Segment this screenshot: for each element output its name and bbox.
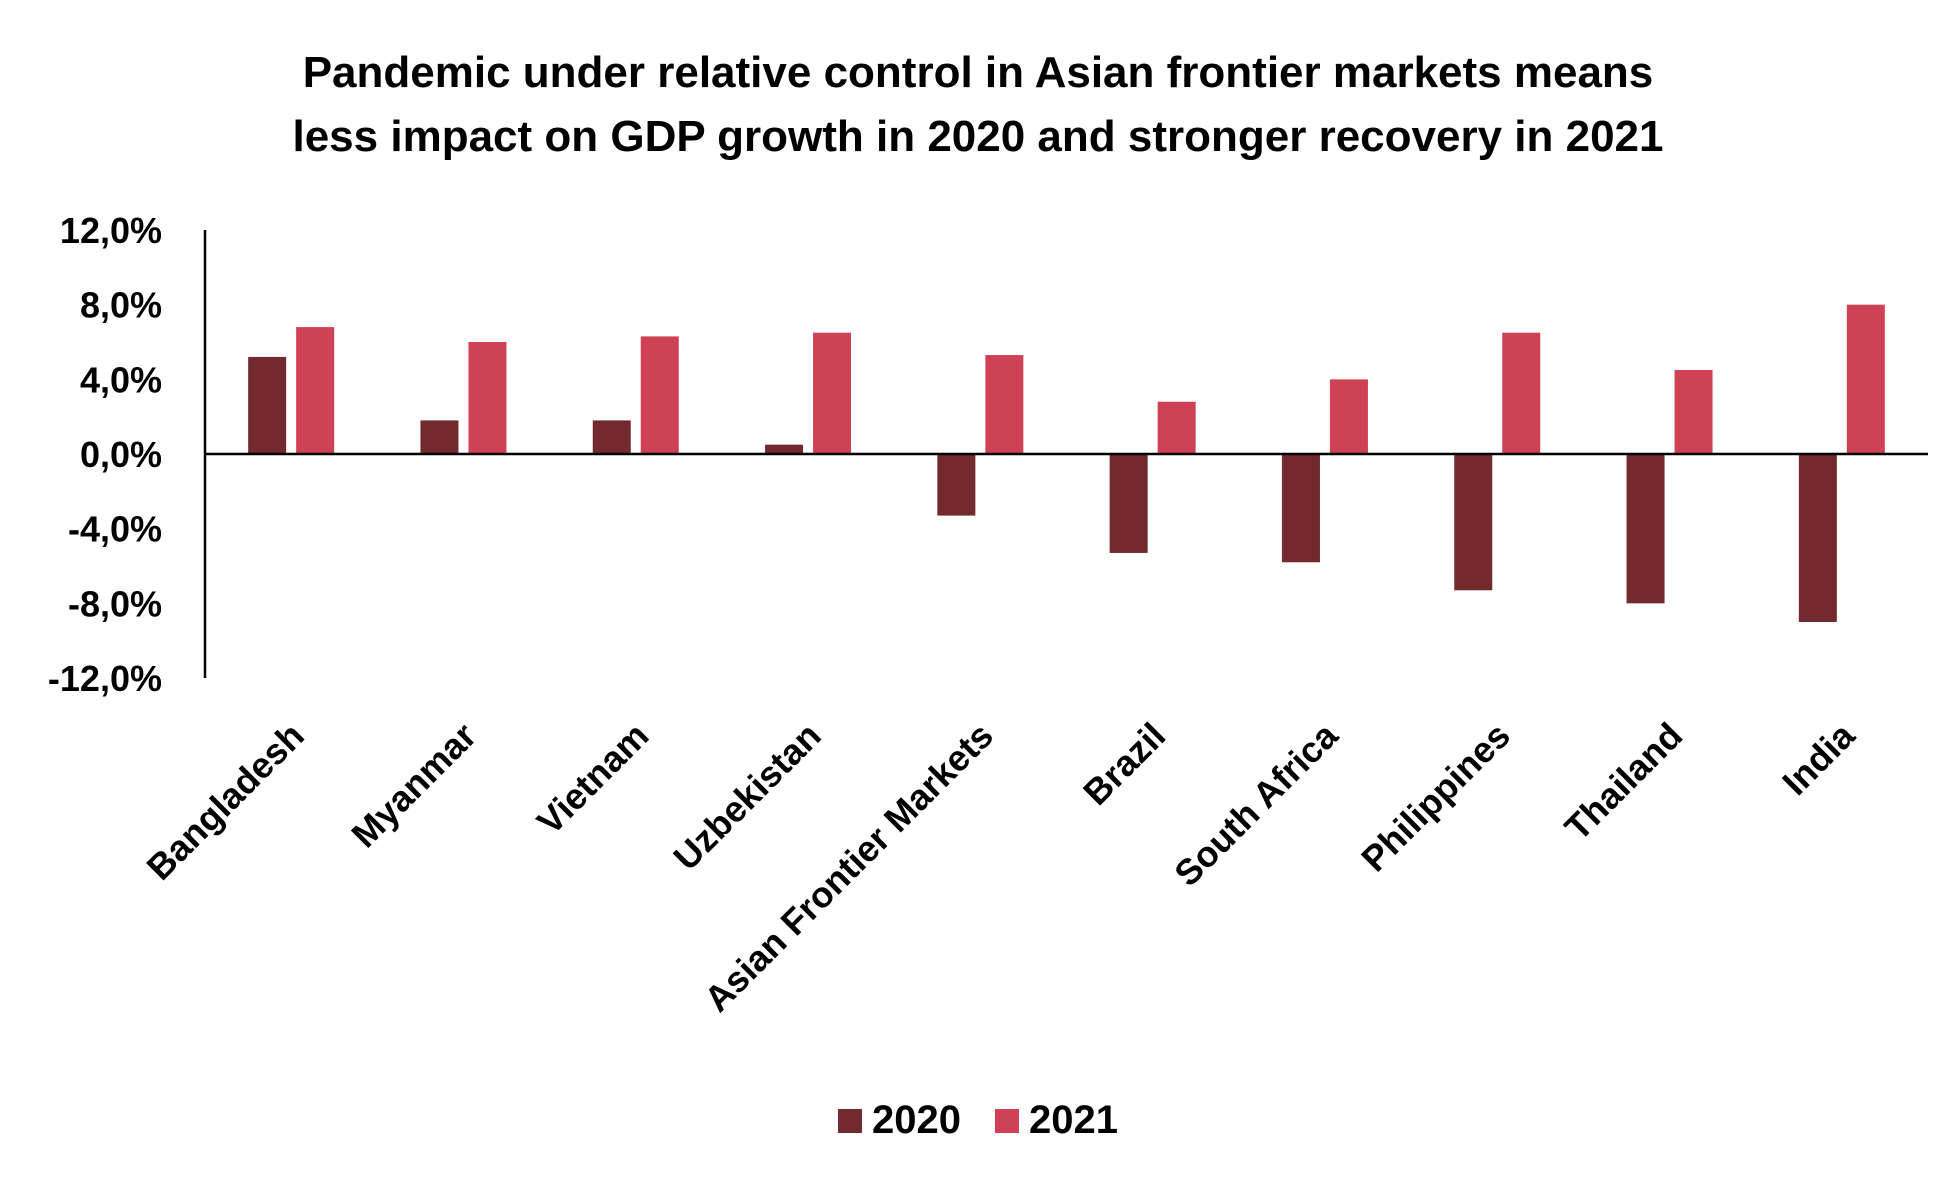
x-tick-label: Myanmar: [343, 715, 484, 856]
x-tick-label: Brazil: [1075, 715, 1173, 813]
bar-2021-south-africa: [1329, 379, 1368, 454]
bar-2020-bangladesh: [248, 356, 287, 454]
x-axis-labels: Bangladesh Myanmar Vietnam UzbekistanAsian …: [139, 714, 1864, 1020]
y-tick-label: 4,0%: [80, 359, 162, 400]
bar-2020-brazil: [1109, 454, 1148, 553]
bar-2020-thailand: [1626, 454, 1665, 604]
x-tick-label: Vietnam: [529, 715, 657, 843]
legend-swatch-2020: [838, 1108, 863, 1133]
y-tick-label: -8,0%: [68, 583, 162, 624]
x-tick-label: South Africa: [1166, 714, 1346, 894]
legend: 2020 2021: [0, 1098, 1956, 1143]
y-tick-label: -4,0%: [68, 509, 162, 550]
x-tick-label: Asian Frontier Markets: [696, 715, 1001, 1020]
y-tick-label: 8,0%: [80, 285, 162, 326]
bar-2021-asian-frontier-markets: [985, 355, 1024, 454]
legend-item-2021[interactable]: 2021: [995, 1098, 1118, 1143]
bar-2020-myanmar: [420, 420, 459, 454]
chart-title-line-1: Pandemic under relative control in Asian…: [302, 48, 1654, 97]
x-tick-label: Uzbekistan: [665, 715, 828, 878]
y-tick-label: 0,0%: [80, 434, 162, 475]
legend-swatch-2021: [995, 1108, 1019, 1133]
bar-2021-thailand: [1674, 370, 1713, 454]
x-tick-label: Philippines: [1353, 715, 1518, 880]
bar-2021-myanmar: [468, 342, 507, 454]
bar-2020-india: [1798, 454, 1837, 622]
x-tick-label: Bangladesh: [139, 715, 312, 888]
chart-title-line-2: less impact on GDP growth in 2020 and st…: [292, 112, 1664, 161]
y-tick-label: -12,0%: [48, 658, 162, 699]
bar-2021-uzbekistan: [813, 332, 852, 454]
x-tick-label: India: [1774, 714, 1863, 803]
y-axis-ticks: 12,0% 8,0% 4,0% 0,0% -4,0% -8,0% -12,0%: [48, 210, 162, 699]
bar-2020-south-africa: [1281, 454, 1320, 563]
legend-label-2020: 2020: [872, 1098, 961, 1142]
bar-2020-uzbekistan: [765, 444, 804, 454]
y-tick-label: 12,0%: [60, 210, 162, 251]
legend-item-2020[interactable]: 2020: [838, 1098, 961, 1143]
axes: [203, 230, 1928, 678]
legend-label-2021: 2021: [1029, 1098, 1118, 1142]
bar-2021-brazil: [1157, 401, 1196, 454]
bar-2021-vietnam: [640, 336, 679, 454]
bars: [248, 304, 1885, 622]
bar-2020-vietnam: [592, 420, 631, 454]
bar-2021-philippines: [1502, 332, 1541, 454]
bar-2021-india: [1846, 304, 1885, 454]
bar-2020-philippines: [1454, 454, 1493, 591]
bar-2020-asian-frontier-markets: [937, 454, 976, 516]
bar-2021-bangladesh: [296, 327, 335, 454]
x-tick-label: Thailand: [1557, 715, 1691, 849]
